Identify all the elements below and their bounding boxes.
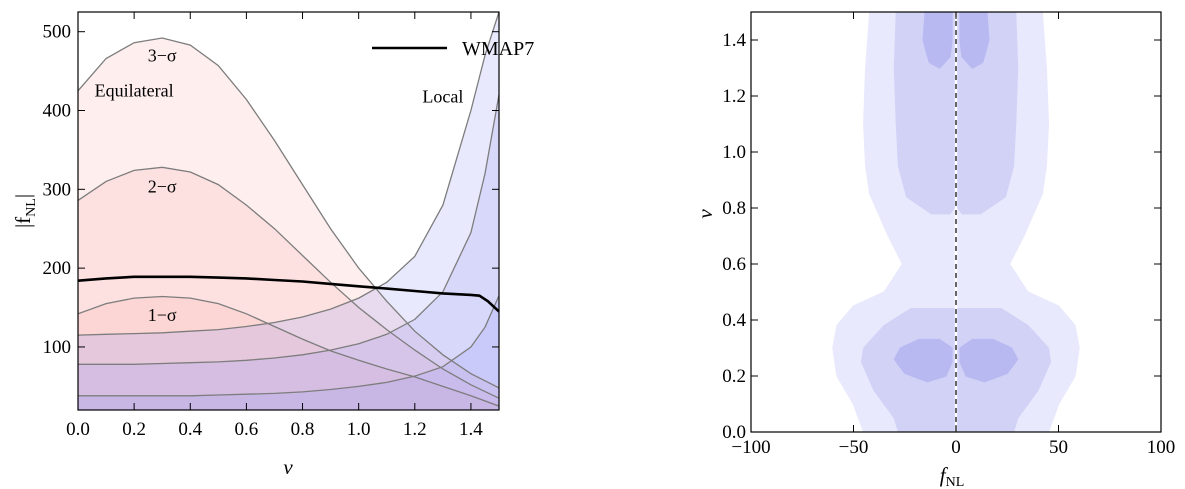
right-x-axis-label-main: f [940,463,949,487]
local-bound-3sigma [78,12,499,336]
contour-level3-right-7 [959,12,990,69]
left-ticks: 0.0 0.2 0.4 0.6 0.8 1.0 1.2 1.4 100 200 300 400 500 [43,12,499,440]
right-x-axis-label: fNL [940,463,965,489]
annotation-2: 1−σ [148,305,177,325]
legend: WMAP7 [372,38,534,60]
right-y-tick-label-5: 1.0 [722,142,746,163]
contour-level3-left-6 [922,12,953,69]
annotation-3: Equilateral [95,80,174,100]
right-x-tick-label-2: 0 [951,437,961,458]
left-x-axis-label: ν [283,455,293,479]
right-y-tick-label-6: 1.2 [722,86,746,107]
local-bound-2sigma [78,94,499,365]
left-y-tick-label-1: 200 [43,258,72,279]
contour-level3-right-9 [959,338,1019,383]
right-y-tick-label-7: 1.4 [722,30,746,51]
right-x-tick-label-4: 100 [1147,437,1176,458]
left-plot-frame [77,11,500,411]
annotation-0: 3−σ [148,46,177,66]
left-x-tick-label-2: 0.4 [178,419,202,440]
right-chart-panel: −100 −50 0 50 100 0.0 0.2 0.4 0.6 0.8 1.0 1.2 1.4 fN… [693,11,1175,489]
left-x-tick-label-7: 1.4 [459,419,483,440]
equilateral-region-3sigma [78,38,499,410]
equilateral-region-1sigma [78,296,499,410]
annotation-1: 2−σ [148,176,177,196]
left-x-tick-label-3: 0.6 [235,419,259,440]
right-y-tick-label-4: 0.8 [722,198,746,219]
right-y-tick-label-0: 0.0 [722,422,746,443]
local-region-3sigma [78,12,499,410]
right-y-tick-label-3: 0.6 [722,254,746,275]
equilateral-region-2sigma [78,167,499,410]
legend-wmap7-label: WMAP7 [462,38,534,60]
annotation-4: Local [422,87,463,107]
svg-text:|fNL|: |fNL| [11,194,39,228]
right-plot-area [832,12,1080,432]
contour-level3-left-8 [893,338,953,383]
left-annotations: 3−σ 2−σ 1−σ Equilateral Local [95,46,464,325]
right-y-tick-label-1: 0.2 [722,366,746,387]
right-x-tick-label-3: 50 [1049,437,1068,458]
left-y-axis-label-close: | [11,194,35,198]
right-y-axis-label: ν [693,209,717,219]
right-x-tick-label-1: −50 [839,437,869,458]
equilateral-bound-3sigma [78,37,499,389]
left-x-tick-label-5: 1.0 [347,419,371,440]
right-ticks: −100 −50 0 50 100 0.0 0.2 0.4 0.6 0.8 1.0 1.2 1.4 [722,12,1175,458]
left-y-axis-label: |fNL| [11,194,39,228]
left-plot-area [78,12,499,410]
left-x-tick-label-6: 1.2 [403,419,427,440]
wmap7-line [78,275,499,313]
left-chart-panel: 0.0 0.2 0.4 0.6 0.8 1.0 1.2 1.4100200300400500 … [11,11,534,479]
left-y-tick-label-2: 300 [43,179,72,200]
left-y-tick-label-0: 100 [43,337,72,358]
right-y-tick-label-2: 0.4 [722,310,746,331]
left-x-tick-label-0: 0.0 [66,419,90,440]
local-bound-1sigma [78,295,499,397]
right-x-axis-label-sub: NL [946,475,965,489]
left-y-axis-label-main: |f [11,217,35,228]
left-y-axis-label-sub: NL [24,198,39,217]
equilateral-bound-1sigma [78,295,499,407]
left-x-tick-label-4: 0.8 [291,419,315,440]
equilateral-bound-2sigma [78,166,499,399]
svg-text:fNL: fNL [940,463,965,489]
left-x-tick-label-1: 0.2 [122,419,146,440]
right-x-tick-label-0: −100 [731,437,770,458]
left-y-tick-label-3: 400 [43,101,72,122]
left-y-tick-label-4: 500 [43,22,72,43]
